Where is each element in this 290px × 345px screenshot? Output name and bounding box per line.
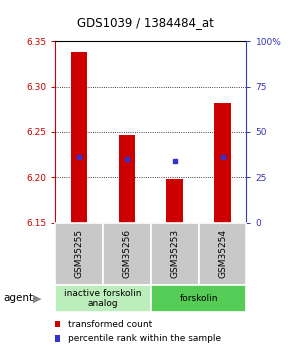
Text: GDS1039 / 1384484_at: GDS1039 / 1384484_at	[77, 16, 213, 29]
Text: ▶: ▶	[33, 294, 41, 303]
Bar	[214, 103, 231, 223]
Bar	[55, 285, 151, 312]
Text: GSM35255: GSM35255	[75, 229, 84, 278]
Bar	[151, 223, 199, 285]
Bar	[151, 285, 246, 312]
Bar	[71, 52, 87, 223]
Bar	[55, 223, 103, 285]
Text: GSM35254: GSM35254	[218, 229, 227, 278]
Bar	[119, 135, 135, 223]
Text: GSM35256: GSM35256	[122, 229, 131, 278]
Text: GSM35253: GSM35253	[170, 229, 179, 278]
Text: forskolin: forskolin	[180, 294, 218, 303]
Text: inactive forskolin
analog: inactive forskolin analog	[64, 289, 142, 308]
Text: agent: agent	[3, 294, 33, 303]
Bar	[166, 179, 183, 223]
Bar	[199, 223, 246, 285]
Text: percentile rank within the sample: percentile rank within the sample	[68, 334, 221, 343]
Text: transformed count: transformed count	[68, 320, 152, 329]
Bar	[103, 223, 151, 285]
